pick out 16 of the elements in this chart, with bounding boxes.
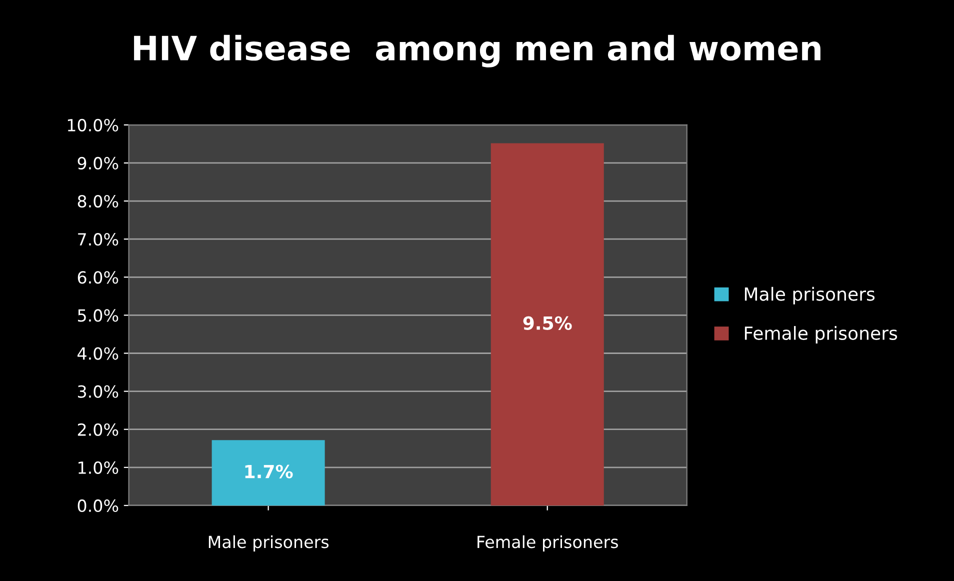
y-tick-label: 3.0% [78,385,118,398]
y-tick-label: 6.0% [78,271,118,284]
legend-label: Female prisoners [744,326,898,344]
y-tick-label: 5.0% [78,309,118,322]
chart-title: HIV disease among men and women [134,34,820,68]
y-tick-label: 0.0% [78,499,118,512]
y-tick-label: 1.0% [78,461,118,474]
y-tick-label: 7.0% [78,233,118,246]
y-tick-label: 10.0% [68,118,118,132]
legend-label: Male prisoners [744,286,875,304]
y-tick-label: 4.0% [78,347,118,360]
data-label: 1.7% [245,464,293,478]
y-tick-label: 8.0% [78,194,118,208]
y-tick-label: 2.0% [78,423,118,436]
data-label: 9.5% [523,316,572,330]
y-tick-label: 9.0% [78,156,118,170]
